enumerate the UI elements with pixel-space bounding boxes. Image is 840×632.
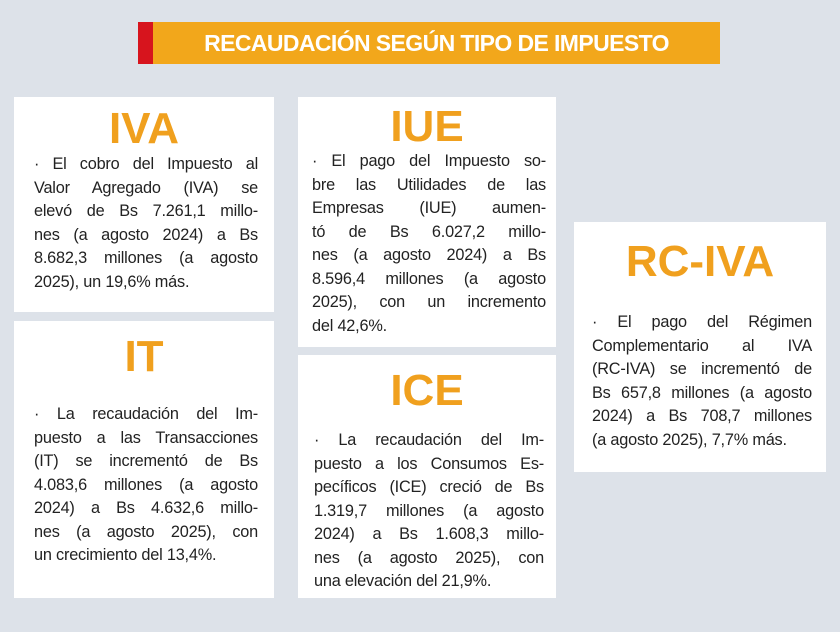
- card-text-line: bre las Utilidades de las: [312, 175, 546, 194]
- card-text-line: 1.319,7 millones (a agosto: [314, 501, 544, 520]
- card-text-line: 4.083,6 millones (a agosto: [34, 475, 258, 494]
- card-title: IVA: [108, 104, 180, 153]
- card-text-line: (RC-IVA) se incrementó de: [592, 360, 812, 378]
- card-text-line: 2024) a Bs 4.632,6 millo-: [34, 499, 258, 517]
- tax-card: IUE · El pago del Impuesto so-bre las Uti…: [298, 97, 556, 347]
- tax-card: IT · La recaudación del Im-puesto a las T…: [14, 321, 274, 598]
- card-text-line: · La recaudación del Im-: [34, 405, 258, 423]
- card-text-line: Bs 657,8 millones (a agosto: [592, 383, 812, 402]
- card-text-line: tó de Bs 6.027,2 millo-: [312, 222, 546, 241]
- card-text-line: Valor Agregado (IVA) se: [34, 178, 258, 197]
- card-text-line: nes (a agosto 2024) a Bs: [34, 225, 258, 244]
- card-text-line: 2024) a Bs 708,7 millones: [592, 407, 812, 425]
- card-text-line: nes (a agosto 2025), con: [314, 548, 544, 567]
- card-text-line: 8.682,3 millones (a agosto: [34, 249, 258, 267]
- card-title: RC-IVA: [625, 237, 775, 286]
- card-text-line: Complementario al IVA: [592, 336, 812, 355]
- card-text-line: 2025), un 19,6% más.: [34, 272, 190, 291]
- card-text-line: una elevación del 21,9%.: [314, 572, 492, 590]
- card-text-line: · El cobro del Impuesto al: [34, 155, 258, 173]
- card-text-line: 2025), con un incremento: [312, 293, 546, 311]
- tax-card: RC-IVA · El pago del Régimen Complementari…: [574, 222, 826, 472]
- tax-card: IVA · El cobro del Impuesto al Valor Agreg…: [14, 97, 274, 312]
- tax-card: ICE · La recaudación del Im-puesto a los …: [298, 355, 556, 598]
- card-text-line: · La recaudación del Im-: [314, 431, 544, 449]
- card-title: ICE: [390, 366, 464, 415]
- card-text-line: pecíficos (ICE) creció de Bs: [314, 478, 544, 496]
- page-title: RECAUDACIÓN SEGÚN TIPO DE IMPUESTO: [204, 30, 669, 56]
- card-text-line: 8.596,4 millones (a agosto: [312, 269, 546, 288]
- card-text-line: nes (a agosto 2024) a Bs: [312, 246, 546, 264]
- card-text-line: (a agosto 2025), 7,7% más.: [592, 430, 787, 449]
- card-title: IUE: [390, 102, 464, 151]
- card-text-line: puesto a las Transacciones: [34, 428, 258, 447]
- card-text-line: puesto a los Consumos Es-: [314, 454, 544, 473]
- card-text-line: · El pago del Régimen: [592, 313, 812, 331]
- card-text-line: nes (a agosto 2025), con: [34, 522, 258, 541]
- card-text-line: 2024) a Bs 1.608,3 millo-: [314, 525, 544, 543]
- card-text-line: del 42,6%.: [312, 316, 387, 335]
- title-banner: RECAUDACIÓN SEGÚN TIPO DE IMPUESTO: [138, 22, 720, 64]
- card-text-line: · El pago del Impuesto so-: [312, 152, 546, 170]
- card-title: IT: [124, 332, 164, 381]
- card-text-line: Empresas (IUE) aumen-: [312, 199, 546, 217]
- card-text-line: elevó de Bs 7.261,1 millo-: [34, 202, 258, 220]
- card-text-line: (IT) se incrementó de Bs: [34, 452, 258, 470]
- card-text-line: un crecimiento del 13,4%.: [34, 546, 217, 564]
